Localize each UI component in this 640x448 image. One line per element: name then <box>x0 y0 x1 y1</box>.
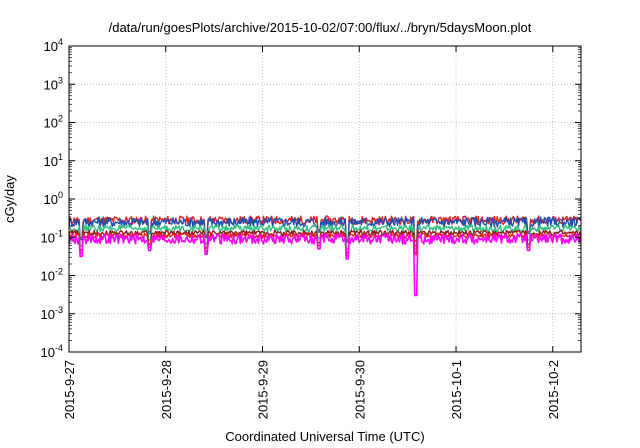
x-tick-label: 2015-9-27 <box>62 360 77 419</box>
y-tick-label: 103 <box>44 75 63 92</box>
y-tick-label: 10-2 <box>41 267 63 284</box>
y-tick-label: 102 <box>44 114 63 131</box>
series-line <box>68 216 582 247</box>
y-tick-label: 10-4 <box>41 343 63 360</box>
x-tick-label: 2015-9-30 <box>352 360 367 419</box>
series-line <box>68 233 582 297</box>
y-tick-label: 100 <box>44 190 63 207</box>
y-tick-label: 10-3 <box>41 305 63 322</box>
x-tick-label: 2015-10-2 <box>546 360 561 419</box>
x-axis-label: Coordinated Universal Time (UTC) <box>225 429 425 444</box>
series-line <box>68 229 582 254</box>
y-tick-label: 101 <box>44 152 63 169</box>
x-tick-label: 2015-10-1 <box>449 360 464 419</box>
y-axis-label: cGy/day <box>2 175 17 223</box>
x-tick-label: 2015-9-28 <box>159 360 174 419</box>
series-line <box>68 224 582 250</box>
y-axis-ticks: 10-4 10-3 10-2 10-1 100 101 102 103 104 <box>41 37 581 360</box>
grid-lines <box>69 46 581 352</box>
y-tick-label: 104 <box>44 37 63 54</box>
x-axis-ticks: 2015-9-27 2015-9-28 2015-9-29 2015-9-30 2015… <box>62 46 561 419</box>
chart-title: /data/run/goesPlots/archive/2015-10-02/0… <box>108 20 532 35</box>
series-group <box>68 215 582 297</box>
x-tick-label: 2015-9-29 <box>256 360 271 419</box>
y-tick-label: 10-1 <box>41 228 63 245</box>
